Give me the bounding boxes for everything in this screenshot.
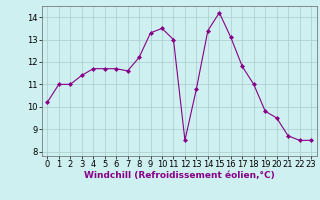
X-axis label: Windchill (Refroidissement éolien,°C): Windchill (Refroidissement éolien,°C) bbox=[84, 171, 275, 180]
